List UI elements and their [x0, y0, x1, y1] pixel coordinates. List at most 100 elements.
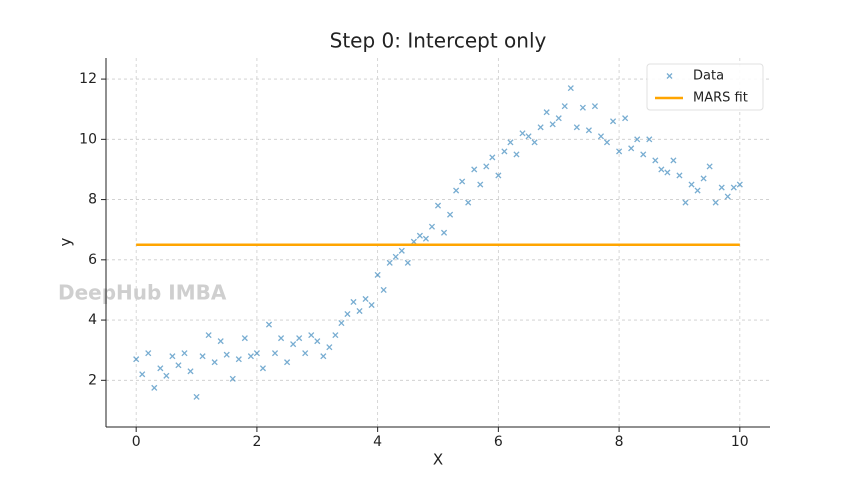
data-point	[561, 103, 568, 110]
marker-stroke	[241, 335, 248, 342]
data-point	[290, 341, 297, 348]
data-point	[622, 115, 629, 122]
data-point	[271, 350, 279, 357]
marker-stroke	[573, 124, 580, 131]
marker-stroke	[314, 338, 321, 345]
marker-stroke	[664, 169, 671, 176]
marker-stroke	[513, 151, 520, 158]
data-point	[700, 175, 707, 182]
data-point	[157, 365, 164, 372]
marker-stroke	[658, 166, 665, 173]
marker-stroke	[386, 259, 393, 266]
marker-stroke	[193, 393, 200, 400]
data-point	[537, 124, 544, 131]
data-point	[664, 169, 671, 176]
y-tick-label: 2	[88, 372, 97, 388]
marker-stroke	[694, 187, 701, 194]
data-point	[489, 154, 496, 161]
marker-stroke	[567, 85, 574, 92]
data-point	[139, 371, 146, 378]
marker-stroke	[706, 163, 713, 170]
x-tick-label: 4	[373, 434, 382, 450]
marker-stroke	[718, 184, 725, 191]
data-point	[724, 193, 731, 200]
data-point	[175, 362, 182, 369]
marker-stroke	[489, 154, 496, 161]
data-point	[736, 181, 743, 188]
y-tick-label: 10	[79, 131, 97, 147]
data-point	[265, 321, 273, 328]
marker-stroke	[410, 238, 417, 245]
data-point	[145, 350, 152, 357]
marker-stroke	[271, 350, 279, 357]
data-point	[151, 384, 158, 391]
data-point	[410, 238, 417, 245]
data-point	[235, 356, 242, 363]
data-point	[531, 139, 538, 146]
marker-stroke	[398, 247, 405, 254]
marker-stroke	[519, 130, 526, 137]
marker-stroke	[724, 193, 731, 200]
data-point	[573, 124, 580, 131]
data-point	[658, 166, 665, 173]
marker-stroke	[434, 202, 442, 209]
marker-stroke	[579, 104, 586, 111]
data-point	[211, 359, 218, 366]
marker-stroke	[133, 356, 140, 363]
data-point	[181, 350, 188, 357]
data-point	[688, 181, 695, 188]
x-axis-label: X	[433, 451, 443, 469]
marker-stroke	[495, 172, 502, 179]
marker-stroke	[139, 371, 146, 378]
marker-stroke	[223, 351, 230, 358]
data-point	[453, 187, 460, 194]
y-tick-label: 8	[88, 192, 97, 208]
marker-stroke	[688, 181, 695, 188]
x-tick-label: 10	[731, 434, 749, 450]
data-point	[495, 172, 502, 179]
data-point	[398, 247, 405, 254]
data-point	[308, 332, 315, 339]
marker-stroke	[603, 139, 611, 146]
marker-stroke	[157, 365, 164, 372]
marker-stroke	[682, 199, 689, 206]
data-point	[302, 350, 309, 357]
marker-stroke	[640, 151, 647, 158]
data-point	[447, 211, 454, 218]
marker-stroke	[175, 362, 182, 369]
marker-stroke	[591, 103, 599, 110]
data-point	[199, 353, 206, 360]
marker-stroke	[344, 310, 351, 318]
marker-stroke	[652, 157, 659, 164]
data-point	[501, 148, 508, 155]
data-point	[416, 232, 423, 239]
data-point	[670, 157, 677, 164]
marker-stroke	[531, 139, 538, 146]
y-axis-label: y	[57, 237, 75, 246]
marker-stroke	[205, 332, 212, 339]
marker-stroke	[483, 163, 490, 170]
marker-stroke	[422, 235, 429, 242]
data-point	[585, 127, 592, 134]
marker-stroke	[374, 271, 381, 278]
marker-stroke	[332, 332, 339, 339]
x-tick-label: 2	[252, 434, 261, 450]
data-point	[163, 372, 170, 379]
marker-stroke	[145, 350, 152, 357]
data-point	[579, 104, 586, 111]
data-point	[507, 139, 514, 146]
marker-stroke	[507, 139, 514, 146]
data-point	[428, 223, 436, 230]
data-point	[326, 344, 333, 351]
marker-stroke	[609, 118, 617, 125]
data-point	[694, 187, 701, 194]
legend-label: MARS fit	[693, 91, 748, 106]
data-point	[253, 350, 260, 357]
data-point	[338, 320, 345, 327]
marker-stroke	[543, 109, 550, 116]
data-point	[374, 271, 381, 278]
marker-stroke	[465, 199, 472, 206]
marker-stroke	[404, 259, 411, 266]
data-point	[241, 335, 248, 342]
data-point	[422, 235, 429, 242]
